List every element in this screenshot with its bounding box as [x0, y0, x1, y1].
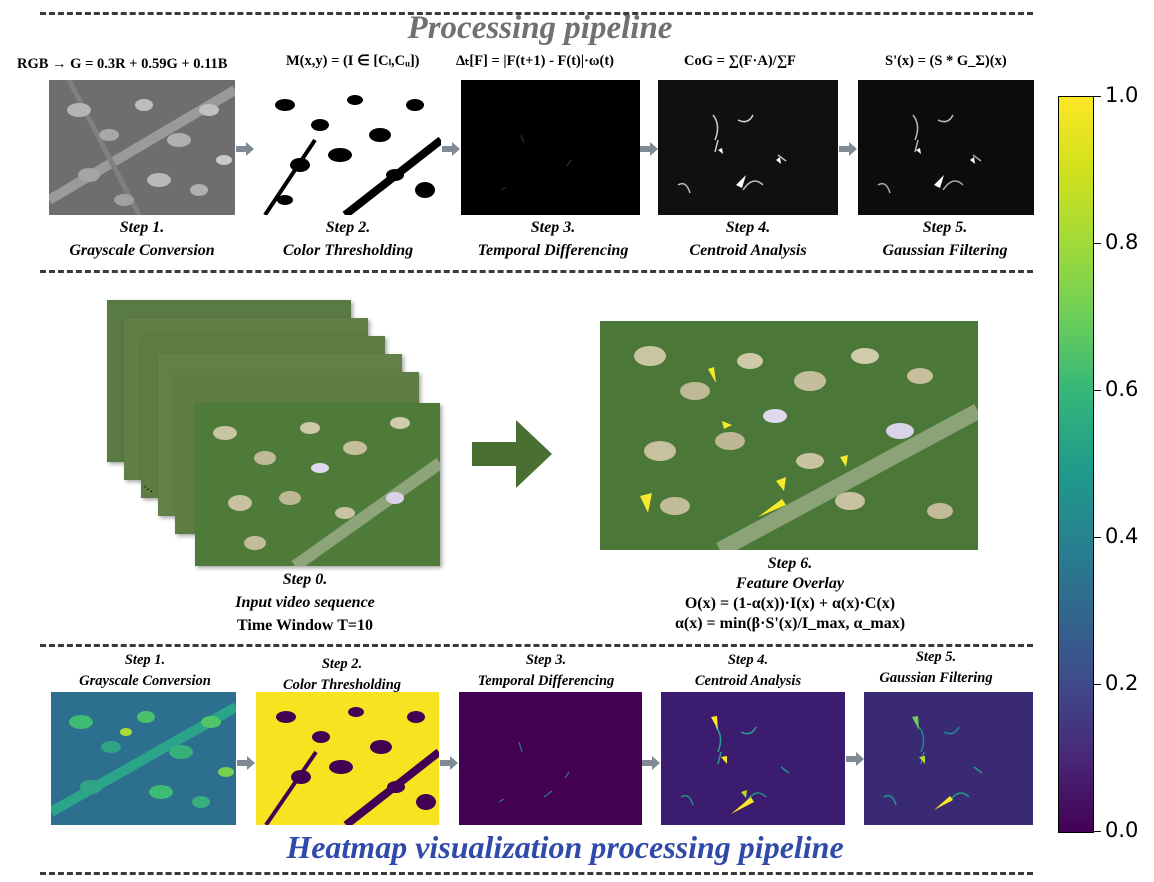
- input-caption: Step 0. Input video sequence Time Window…: [195, 568, 415, 637]
- top-step-4-caption: Step 4. Centroid Analysis: [648, 216, 848, 262]
- bottom-step-4-label: Step 4.: [727, 652, 769, 668]
- bottom-step-5-caption: Step 5. Gaussian Filtering: [836, 647, 1036, 689]
- colorbar-tick: [1093, 831, 1101, 832]
- heatmap-pipeline-title: Heatmap visualization processing pipelin…: [286, 829, 844, 865]
- separator-top: [40, 12, 1033, 15]
- overlay-caption: Step 6. Feature Overlay O(x) = (1-α(x))·…: [640, 554, 940, 634]
- bottom-step-1-label: Step 1.: [124, 652, 166, 668]
- colorbar-tick-label: 0.0: [1105, 818, 1139, 842]
- colorbar-tick: [1093, 390, 1101, 391]
- top-step-5-caption: Step 5. Gaussian Filtering: [845, 216, 1045, 262]
- formula-threshold: M(x,y) = (I ∈ [Cₗ,Cᵤ]): [286, 53, 420, 69]
- bottom-step-5-name: Gaussian Filtering: [879, 670, 993, 686]
- bottom-step-1-name: Grayscale Conversion: [79, 673, 211, 689]
- bottom-step-4-caption: Step 4. Centroid Analysis: [648, 650, 848, 692]
- panel-threshold: [255, 80, 441, 215]
- colorbar-tick: [1093, 684, 1101, 685]
- bottom-step-1-caption: Step 1. Grayscale Conversion: [45, 650, 245, 692]
- formula-gaussian: S'(x) = (S * G_Σ)(x): [885, 53, 1007, 69]
- heatmap-threshold: [256, 692, 439, 825]
- overlay-equation-1: O(x) = (1-α(x))·I(x) + α(x)·C(x): [684, 595, 896, 612]
- heatmap-centroid: [661, 692, 845, 825]
- top-step-3-name: Temporal Differencing: [477, 242, 629, 259]
- bottom-step-2-name: Color Thresholding: [282, 677, 402, 693]
- heatmap-gaussian: [864, 692, 1033, 825]
- overlay-equation-2: α(x) = min(β·S'(x)/I_max, α_max): [674, 615, 906, 632]
- top-step-2-name: Color Thresholding: [282, 242, 414, 259]
- colorbar-tick: [1093, 96, 1101, 97]
- bottom-step-3-name: Temporal Differencing: [477, 673, 615, 689]
- arrow-right-icon: [236, 142, 254, 156]
- panel-gaussian: [858, 80, 1034, 215]
- panel-temporal: [461, 80, 640, 215]
- heatmap-temporal: [459, 692, 642, 825]
- top-step-1-caption: Step 1. Grayscale Conversion: [42, 216, 242, 262]
- top-step-1-name: Grayscale Conversion: [69, 242, 215, 259]
- top-step-1-label: Step 1.: [119, 219, 165, 236]
- arrow-right-icon: [839, 142, 857, 156]
- panel-feature-overlay: [600, 321, 978, 550]
- heatmap-grayscale: [51, 692, 236, 825]
- time-window-label: Time Window T=10: [237, 617, 373, 634]
- bottom-step-3-caption: Step 3. Temporal Differencing: [446, 650, 646, 692]
- top-step-2-caption: Step 2. Color Thresholding: [248, 216, 448, 262]
- top-step-5-name: Gaussian Filtering: [882, 242, 1008, 259]
- top-step-3-caption: Step 3. Temporal Differencing: [450, 216, 656, 262]
- arrow-right-icon: [440, 756, 458, 770]
- arrow-right-icon: [640, 142, 658, 156]
- bottom-step-2-caption: Step 2. Color Thresholding: [242, 654, 442, 696]
- bottom-step-5-label: Step 5.: [915, 649, 957, 665]
- separator-3: [40, 644, 1033, 647]
- formula-temporal: Δₜ[F] = |F(t+1) - F(t)|·ω(t): [456, 53, 614, 69]
- overlay-step-name: Feature Overlay: [736, 575, 844, 592]
- bottom-step-3-label: Step 3.: [525, 652, 567, 668]
- separator-bottom: [40, 872, 1033, 875]
- colorbar-tick-label: 1.0: [1105, 83, 1139, 107]
- colorbar-tick-label: 0.4: [1105, 524, 1139, 548]
- overlay-step-label: Step 6.: [767, 555, 813, 572]
- colorbar: [1058, 96, 1094, 833]
- top-step-4-label: Step 4.: [725, 219, 771, 236]
- arrow-right-icon: [642, 756, 660, 770]
- processing-pipeline-title: Processing pipeline: [407, 10, 673, 46]
- video-frame-front: [195, 403, 440, 566]
- separator-2: [40, 270, 1033, 273]
- top-step-2-label: Step 2.: [325, 219, 371, 236]
- colorbar-tick-label: 0.8: [1105, 230, 1139, 254]
- colorbar-tick: [1093, 243, 1101, 244]
- top-step-3-label: Step 3.: [530, 219, 576, 236]
- formula-centroid: CoG = ∑(F·A)/∑F: [684, 53, 796, 69]
- colorbar-tick: [1093, 537, 1101, 538]
- input-step-label: Step 0.: [282, 571, 328, 588]
- top-step-4-name: Centroid Analysis: [689, 242, 807, 259]
- colorbar-tick-label: 0.2: [1105, 671, 1139, 695]
- top-step-5-label: Step 5.: [922, 219, 968, 236]
- arrow-right-icon: [442, 142, 460, 156]
- bottom-step-4-name: Centroid Analysis: [694, 673, 802, 689]
- input-step-name: Input video sequence: [235, 594, 375, 611]
- colorbar-tick-label: 0.6: [1105, 377, 1139, 401]
- panel-grayscale: [49, 80, 235, 215]
- bottom-step-2-label: Step 2.: [321, 656, 363, 672]
- arrow-right-icon: [237, 756, 255, 770]
- big-arrow-right-icon: [472, 420, 552, 488]
- panel-centroid: [658, 80, 838, 215]
- formula-grayscale: RGB → G = 0.3R + 0.59G + 0.11B: [17, 56, 228, 72]
- arrow-right-icon: [846, 752, 864, 766]
